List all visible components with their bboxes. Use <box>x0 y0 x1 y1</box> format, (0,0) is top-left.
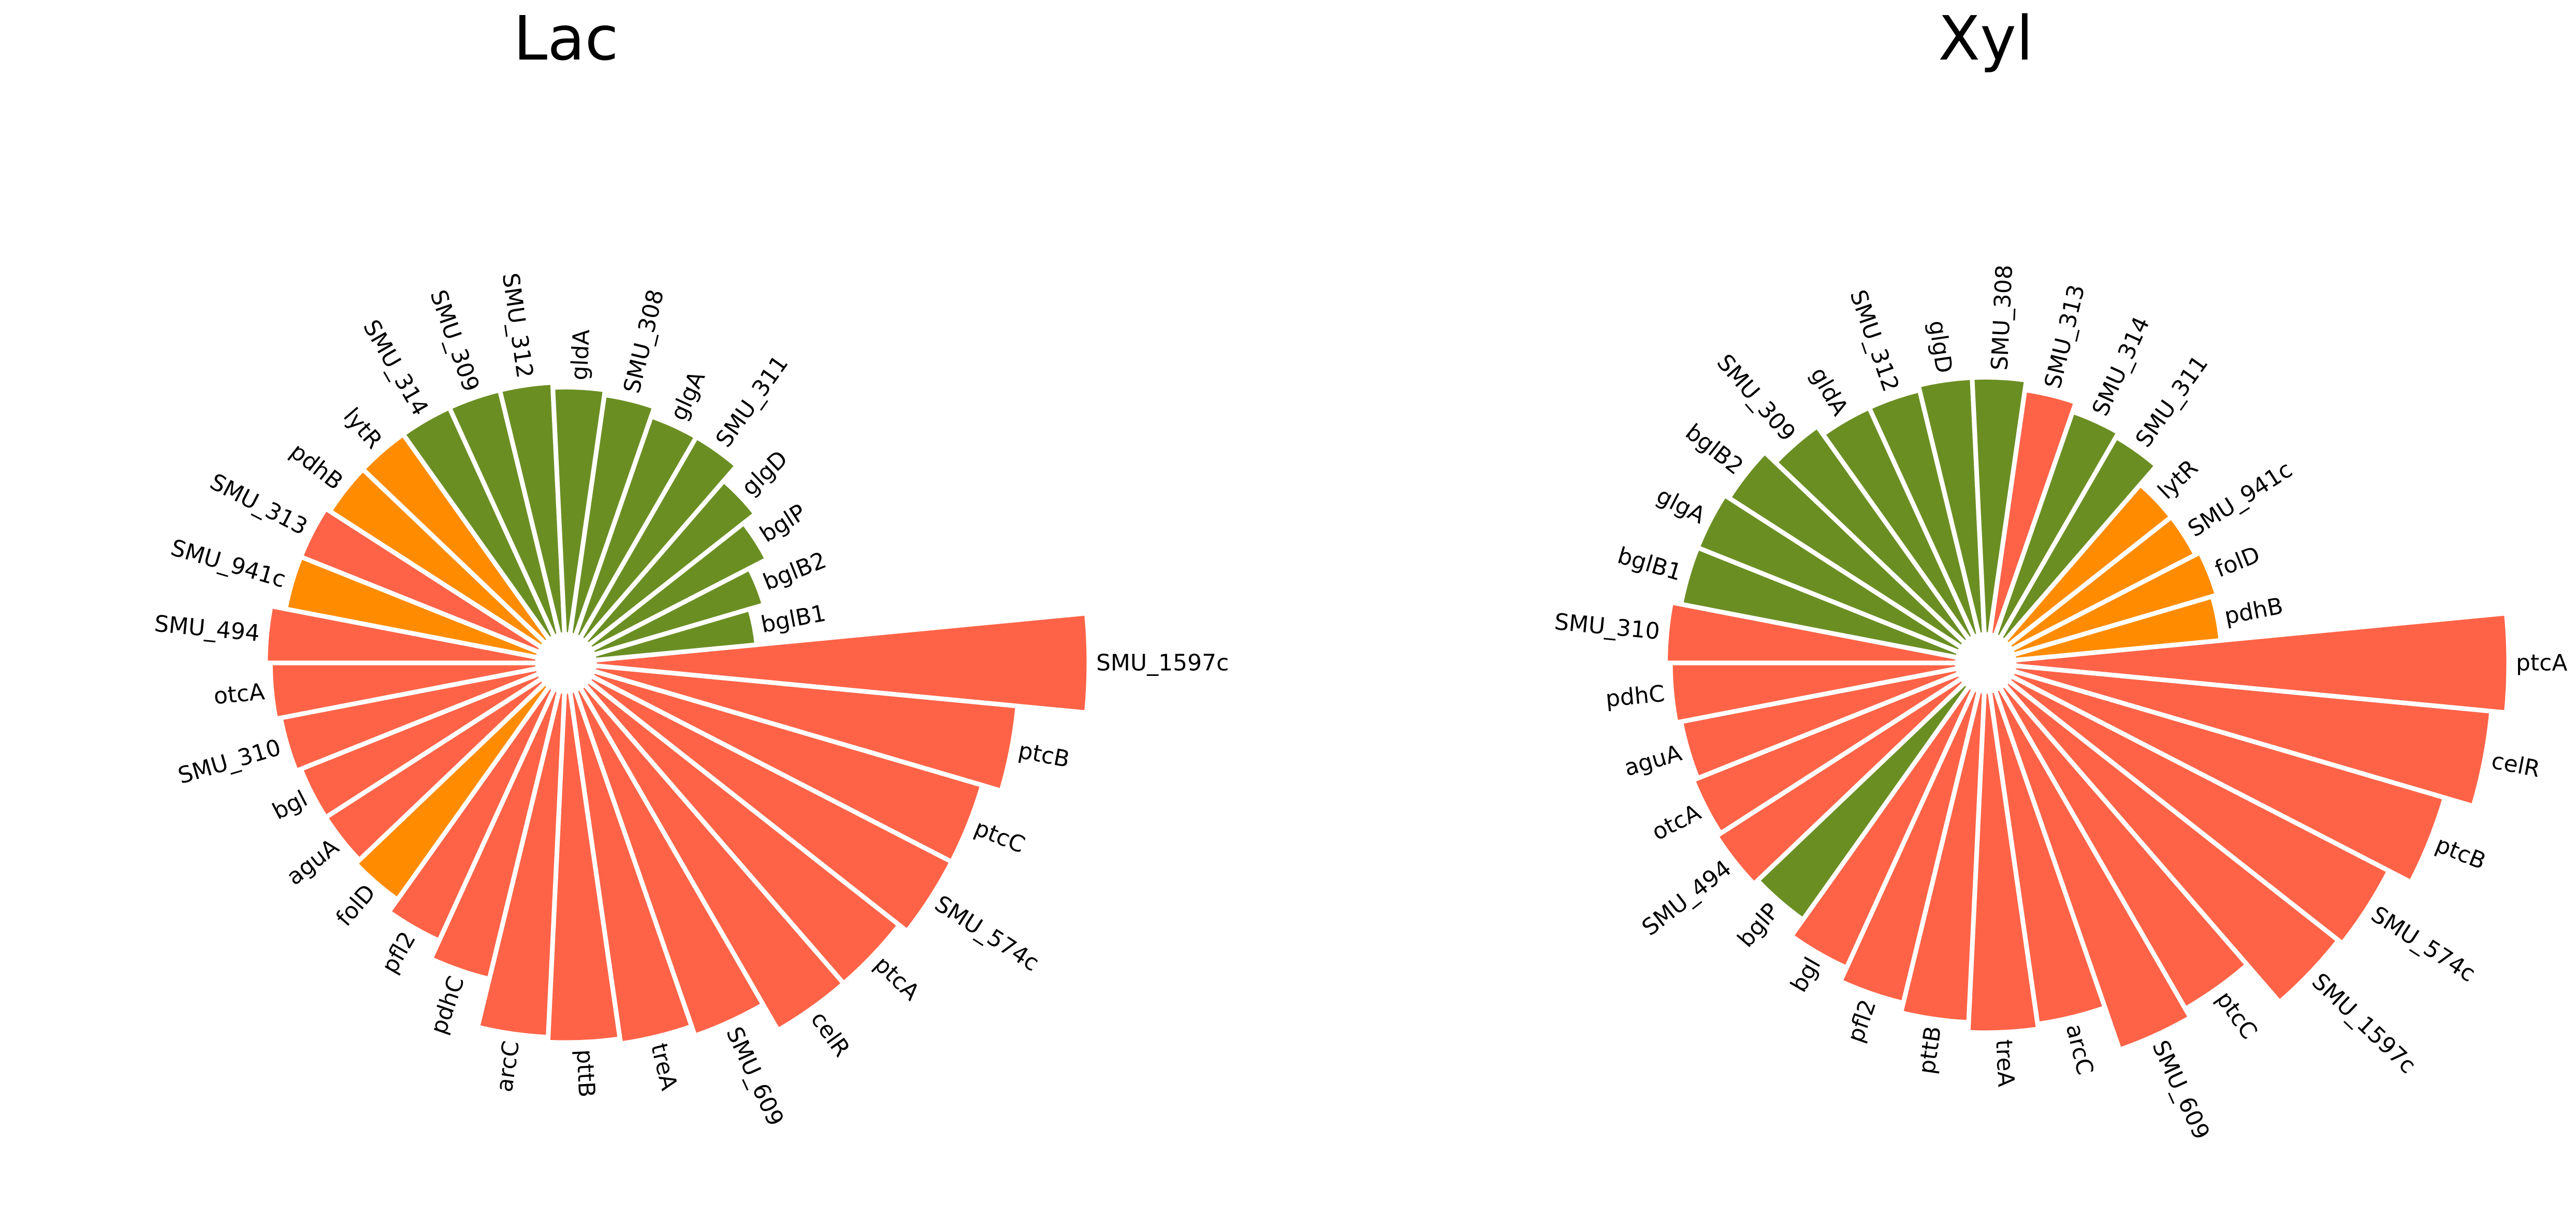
xyl-bar-pttb <box>1898 688 1987 1025</box>
lac-label-pttb: pttB <box>571 1049 600 1098</box>
lac-label-smu-941c: SMU_941c <box>168 534 288 593</box>
xyl-bar-ptcc <box>1997 681 2251 1013</box>
lac-label-glga: glgA <box>665 367 710 425</box>
lac-label-smu-314: SMU_314 <box>358 315 433 420</box>
lac-bar-bglb1 <box>590 606 760 663</box>
lac-label-celr: celR <box>805 1007 855 1062</box>
lac-label-smu-609: SMU_609 <box>721 1023 789 1130</box>
lac-bar-ptcb <box>590 663 1021 794</box>
xyl-label-trea: treA <box>1990 1039 2019 1088</box>
lac-label-ptcb: ptcB <box>1016 737 1071 773</box>
lac-label-bglp: bglP <box>755 499 811 548</box>
lac-label-smu-1597c: SMU_1597c <box>1096 650 1229 676</box>
xyl-label-pdhb: pdhB <box>2222 593 2286 630</box>
xyl-bar-smu-609 <box>1992 684 2194 1053</box>
lac-bar-smu-609 <box>572 684 766 1039</box>
lac-label-pdhc: pdhC <box>425 973 470 1037</box>
xyl-label-bglb1: bglB1 <box>1614 542 1685 586</box>
xyl-label-smu-574c: SMU_574c <box>2366 901 2480 987</box>
xyl-label-pttb: pttB <box>1914 1024 1947 1076</box>
xyl-label-arcc: arcC <box>2061 1021 2099 1077</box>
xyl-label-smu-312: SMU_312 <box>1844 286 1904 395</box>
xyl-bar-pdhb <box>2010 593 2223 663</box>
lac-label-smu-310: SMU_310 <box>175 734 284 789</box>
xyl-label-smu-313: SMU_313 <box>2040 282 2090 391</box>
xyl-label-smu-314: SMU_314 <box>2087 313 2155 420</box>
lac-bar-smu-574c <box>585 673 955 935</box>
xyl-label-ptca: ptcA <box>2516 650 2567 676</box>
xyl-label-smu-309: SMU_309 <box>1711 349 1800 446</box>
xyl-label-pdhc: pdhC <box>1605 681 1666 713</box>
lac-bar-celr <box>577 681 847 1034</box>
lac-label-pfl2: pfl2 <box>376 927 421 978</box>
lac-label-bglb1: bglB1 <box>759 600 828 638</box>
xyl-label-smu-609: SMU_609 <box>2147 1036 2215 1144</box>
xyl-bar-trea <box>1966 688 2041 1035</box>
xyl-label-smu-494: SMU_494 <box>1637 855 1737 941</box>
lac-label-glgd: glgD <box>737 445 793 501</box>
xyl-label-agua: aguA <box>1621 740 1685 782</box>
xyl-label-bglp: bglP <box>1733 898 1785 952</box>
xyl-chart-title: Xyl <box>1938 3 2033 74</box>
xyl-label-celr: celR <box>2490 747 2542 783</box>
xyl-label-otca: otcA <box>1648 799 1705 846</box>
lac-label-pdhb: pdhB <box>285 438 348 496</box>
xyl-label-bglb2: bglB2 <box>1680 419 1748 480</box>
xyl-label-glgd: glgD <box>1924 319 1957 375</box>
lac-label-agua: aguA <box>282 834 344 891</box>
lac-label-smu-308: SMU_308 <box>619 287 670 396</box>
lac-label-ptcc: ptcC <box>971 815 1029 859</box>
xyl-polar-chart: Xyl ptcAcelRptcBSMU_574cSMU_1597cptcCSMU… <box>1553 3 2568 1144</box>
lac-label-smu-311: SMU_311 <box>711 351 794 452</box>
lac-label-ptca: ptcA <box>869 951 924 1006</box>
xyl-label-pfl2: pfl2 <box>1842 996 1882 1046</box>
xyl-label-fold: folD <box>2211 541 2264 583</box>
lac-label-glda: gldA <box>566 329 595 381</box>
lac-label-trea: treA <box>646 1041 682 1093</box>
lac-bar-ptca <box>581 677 903 987</box>
xyl-label-smu-310: SMU_310 <box>1553 609 1661 645</box>
lac-label-lytr: lytR <box>338 403 387 454</box>
xyl-bar-celr <box>2010 663 2494 810</box>
xyl-bar-ptca <box>2011 611 2511 715</box>
xyl-label-smu-1597c: SMU_1597c <box>2307 968 2421 1079</box>
lac-bar-pttb <box>545 688 623 1045</box>
xyl-label-glda: gldA <box>1805 363 1853 421</box>
xyl-label-lytr: lytR <box>2153 455 2204 504</box>
xyl-bar-smu-1597c <box>2001 677 2342 1006</box>
xyl-label-smu-941c: SMU_941c <box>2184 456 2297 542</box>
lac-bar-trea <box>567 687 695 1047</box>
xyl-label-smu-311: SMU_311 <box>2131 351 2214 452</box>
lac-label-smu-312: SMU_312 <box>497 271 539 380</box>
xyl-bar-ptcb <box>2007 668 2448 886</box>
lac-label-smu-309: SMU_309 <box>425 286 484 395</box>
xyl-label-glga: glgA <box>1652 482 1710 529</box>
lac-label-arcc: arcC <box>491 1039 525 1093</box>
lac-label-smu-313: SMU_313 <box>206 469 312 541</box>
xyl-label-ptcb: ptcB <box>2432 831 2489 875</box>
lac-bar-smu-1597c <box>591 611 1091 715</box>
xyl-label-ptcc: ptcC <box>2211 987 2263 1044</box>
lac-label-fold: folD <box>331 879 381 931</box>
lac-label-otca: otcA <box>213 678 266 710</box>
lac-label-bgl: bgl <box>268 786 312 826</box>
xyl-label-smu-308: SMU_308 <box>1986 264 2018 371</box>
xyl-bar-arcc <box>1987 687 2108 1027</box>
lac-label-smu-494: SMU_494 <box>153 611 261 647</box>
lac-label-smu-574c: SMU_574c <box>930 890 1044 976</box>
lac-label-bglb2: bglB2 <box>760 547 830 596</box>
xyl-bar-smu-574c <box>2004 673 2392 947</box>
lac-bar-arcc <box>474 688 567 1040</box>
xyl-label-bgl: bgl <box>1785 953 1826 996</box>
lac-chart-title: Lac <box>514 3 619 74</box>
lac-bar-ptcc <box>588 668 985 865</box>
